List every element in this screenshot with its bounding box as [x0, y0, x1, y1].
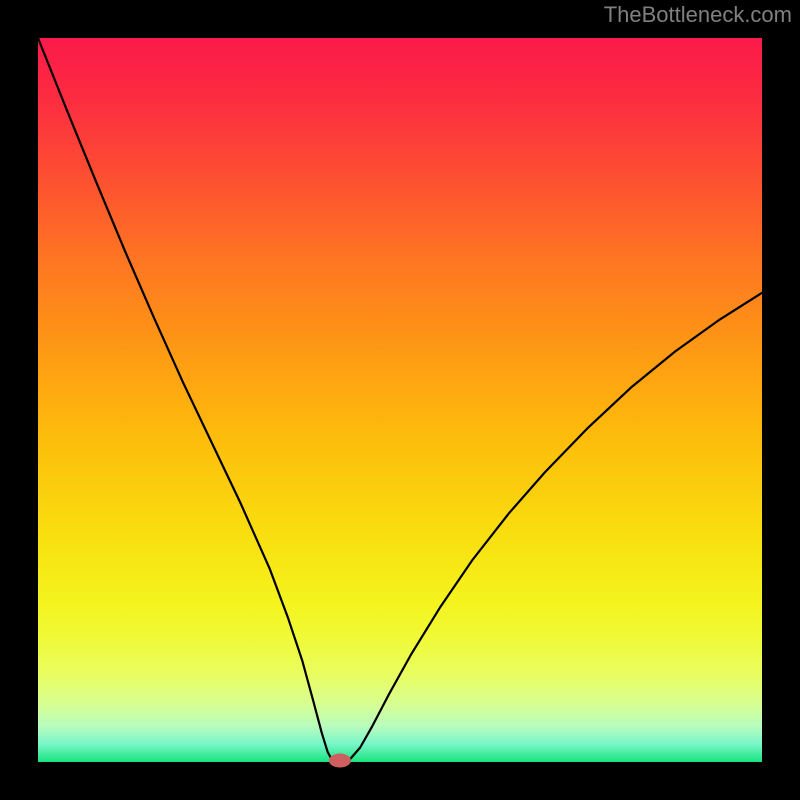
chart-gradient-background: [38, 38, 762, 762]
watermark-text: TheBottleneck.com: [604, 2, 792, 28]
bottleneck-chart: [0, 0, 800, 800]
bottleneck-marker: [329, 754, 351, 768]
